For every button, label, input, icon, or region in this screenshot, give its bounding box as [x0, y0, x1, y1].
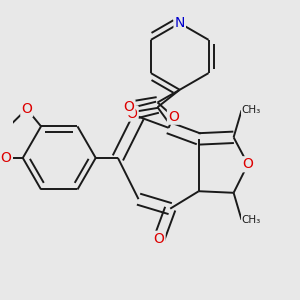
Text: O: O	[21, 102, 32, 116]
Text: O: O	[242, 157, 253, 171]
Text: O: O	[0, 151, 11, 165]
Text: O: O	[127, 106, 138, 121]
Text: CH₃: CH₃	[242, 215, 261, 225]
Text: CH₃: CH₃	[242, 105, 261, 116]
Text: O: O	[124, 100, 134, 114]
Text: O: O	[154, 232, 165, 246]
Text: N: N	[175, 16, 185, 30]
Text: O: O	[168, 110, 179, 124]
